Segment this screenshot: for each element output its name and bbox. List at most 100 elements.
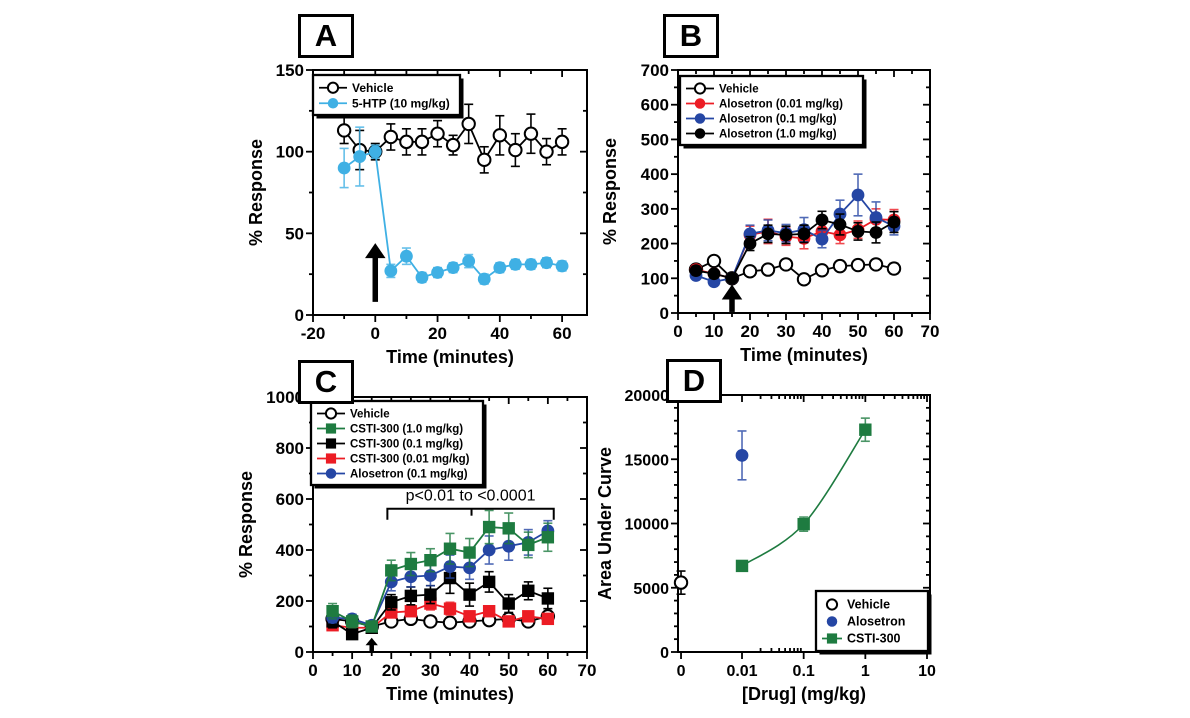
svg-text:5000: 5000 bbox=[633, 581, 669, 598]
series-vehicle bbox=[688, 253, 902, 287]
svg-text:700: 700 bbox=[641, 61, 669, 80]
svg-text:5-HTP (10 mg/kg): 5-HTP (10 mg/kg) bbox=[352, 96, 450, 110]
injection-arrow bbox=[365, 243, 386, 302]
svg-text:Time (minutes): Time (minutes) bbox=[386, 347, 514, 367]
svg-text:p<0.01 to <0.0001: p<0.01 to <0.0001 bbox=[406, 488, 536, 505]
svg-text:20: 20 bbox=[382, 661, 401, 680]
svg-text:CSTI-300 (0.1 mg/kg): CSTI-300 (0.1 mg/kg) bbox=[350, 439, 463, 451]
svg-text:60: 60 bbox=[538, 661, 557, 680]
panel-label-a: A bbox=[298, 14, 354, 58]
svg-text:50: 50 bbox=[499, 661, 518, 680]
panel-a: A -20 0 20 40 60 0 50 100 150 Time (minutes)% Res… bbox=[240, 0, 600, 367]
svg-text:Vehicle: Vehicle bbox=[719, 84, 759, 96]
svg-text:Time (minutes): Time (minutes) bbox=[386, 684, 514, 704]
significance-annotation: p<0.01 to <0.0001 bbox=[386, 488, 555, 520]
svg-text:Alosetron (0.01 mg/kg): Alosetron (0.01 mg/kg) bbox=[719, 99, 843, 111]
svg-text:Alosetron (0.1 mg/kg): Alosetron (0.1 mg/kg) bbox=[350, 469, 468, 481]
svg-text:0: 0 bbox=[371, 324, 380, 343]
svg-text:0.01: 0.01 bbox=[726, 663, 757, 680]
svg-text:300: 300 bbox=[641, 200, 669, 219]
svg-text:50: 50 bbox=[285, 224, 304, 243]
svg-text:CSTI-300 (0.01 mg/kg): CSTI-300 (0.01 mg/kg) bbox=[350, 454, 470, 466]
svg-text:600: 600 bbox=[276, 490, 304, 509]
panel-d: D 0 0.01 0.1 1 10 0 5000 10000 15000 20000 [Drug] … bbox=[595, 359, 960, 718]
legend: Vehicle Alosetron CSTI-300 bbox=[814, 589, 932, 655]
svg-text:1000: 1000 bbox=[266, 388, 304, 407]
svg-text:20: 20 bbox=[741, 322, 760, 341]
panel-label-d: D bbox=[666, 359, 722, 403]
svg-text:0: 0 bbox=[295, 643, 304, 662]
svg-text:20000: 20000 bbox=[625, 388, 670, 405]
svg-text:50: 50 bbox=[849, 322, 868, 341]
svg-text:150: 150 bbox=[276, 61, 304, 80]
svg-text:[Drug] (mg/kg): [Drug] (mg/kg) bbox=[742, 684, 866, 704]
svg-text:600: 600 bbox=[641, 96, 669, 115]
svg-text:0: 0 bbox=[308, 661, 317, 680]
svg-text:70: 70 bbox=[921, 322, 940, 341]
svg-text:10000: 10000 bbox=[625, 517, 670, 534]
svg-text:Alosetron (1.0 mg/kg): Alosetron (1.0 mg/kg) bbox=[719, 129, 837, 141]
svg-text:0.1: 0.1 bbox=[793, 663, 815, 680]
svg-text:Vehicle: Vehicle bbox=[350, 409, 390, 421]
svg-text:500: 500 bbox=[641, 130, 669, 149]
svg-text:20: 20 bbox=[428, 324, 447, 343]
svg-text:Vehicle: Vehicle bbox=[352, 81, 394, 95]
panel-c: C 0 10 20 30 40 50 60 70 0 200 400 600 800 1000 Time (… bbox=[236, 359, 600, 718]
svg-text:10: 10 bbox=[918, 663, 936, 680]
svg-text:70: 70 bbox=[578, 661, 597, 680]
svg-text:30: 30 bbox=[421, 661, 440, 680]
svg-text:60: 60 bbox=[885, 322, 904, 341]
svg-text:Area Under Curve: Area Under Curve bbox=[595, 447, 615, 600]
svg-text:200: 200 bbox=[276, 592, 304, 611]
svg-text:Vehicle: Vehicle bbox=[847, 598, 890, 612]
panel-b: B 0 10 20 30 40 50 60 70 0 100 200 300 400 500 600 700 T… bbox=[600, 0, 960, 365]
svg-text:CSTI-300: CSTI-300 bbox=[847, 632, 901, 646]
series-5-htp-10-mg-kg bbox=[337, 126, 569, 286]
injection-arrow bbox=[721, 284, 743, 312]
svg-text:% Response: % Response bbox=[600, 138, 620, 245]
svg-text:0: 0 bbox=[673, 322, 682, 341]
svg-text:200: 200 bbox=[641, 235, 669, 254]
svg-text:100: 100 bbox=[641, 269, 669, 288]
svg-text:30: 30 bbox=[777, 322, 796, 341]
svg-text:400: 400 bbox=[641, 165, 669, 184]
svg-text:60: 60 bbox=[553, 324, 572, 343]
svg-text:0: 0 bbox=[677, 663, 686, 680]
series-csti-300 bbox=[735, 417, 872, 573]
panel-d-chart: 0 0.01 0.1 1 10 0 5000 10000 15000 20000 [Drug] (m… bbox=[595, 388, 936, 704]
svg-text:400: 400 bbox=[276, 541, 304, 560]
svg-text:0: 0 bbox=[295, 306, 304, 325]
panel-label-b: B bbox=[663, 14, 719, 58]
legend: Vehicle Alosetron (0.01 mg/kg) Alosetron (… bbox=[678, 74, 867, 149]
svg-text:15000: 15000 bbox=[625, 452, 670, 469]
svg-text:40: 40 bbox=[813, 322, 832, 341]
svg-text:-20: -20 bbox=[301, 324, 326, 343]
panel-b-chart: 0 10 20 30 40 50 60 700100200300400500600700Tim… bbox=[600, 61, 940, 365]
svg-text:0: 0 bbox=[660, 304, 669, 323]
svg-text:0: 0 bbox=[660, 645, 669, 662]
svg-text:10: 10 bbox=[705, 322, 724, 341]
svg-text:% Response: % Response bbox=[246, 139, 266, 246]
svg-text:40: 40 bbox=[490, 324, 509, 343]
svg-text:10: 10 bbox=[343, 661, 362, 680]
panel-label-c: C bbox=[298, 360, 354, 404]
legend: Vehicle CSTI-300 (1.0 mg/kg) CSTI-300 (0.1… bbox=[309, 399, 487, 489]
panel-c-chart: 0 10 20 30 40 50 60 70 0 200 400 600 800 1000 Time (mi… bbox=[236, 388, 597, 704]
series-alosetron bbox=[735, 430, 749, 481]
svg-text:100: 100 bbox=[276, 143, 304, 162]
axes: 0 0.01 0.1 1 10 0 5000 10000 15000 20000 [Drug] (m… bbox=[595, 388, 936, 704]
series-alosetron-1-0-mg-kg bbox=[689, 210, 901, 285]
svg-text:40: 40 bbox=[460, 661, 479, 680]
svg-text:% Response: % Response bbox=[236, 471, 256, 578]
svg-text:1: 1 bbox=[861, 663, 870, 680]
series-csti-300-1-0-mg-kg bbox=[326, 509, 555, 633]
svg-text:Alosetron (0.1 mg/kg): Alosetron (0.1 mg/kg) bbox=[719, 114, 837, 126]
svg-text:CSTI-300 (1.0 mg/kg): CSTI-300 (1.0 mg/kg) bbox=[350, 424, 463, 436]
series-vehicle bbox=[673, 570, 689, 595]
svg-text:Alosetron: Alosetron bbox=[847, 615, 905, 629]
svg-text:800: 800 bbox=[276, 439, 304, 458]
injection-arrow bbox=[365, 637, 378, 652]
